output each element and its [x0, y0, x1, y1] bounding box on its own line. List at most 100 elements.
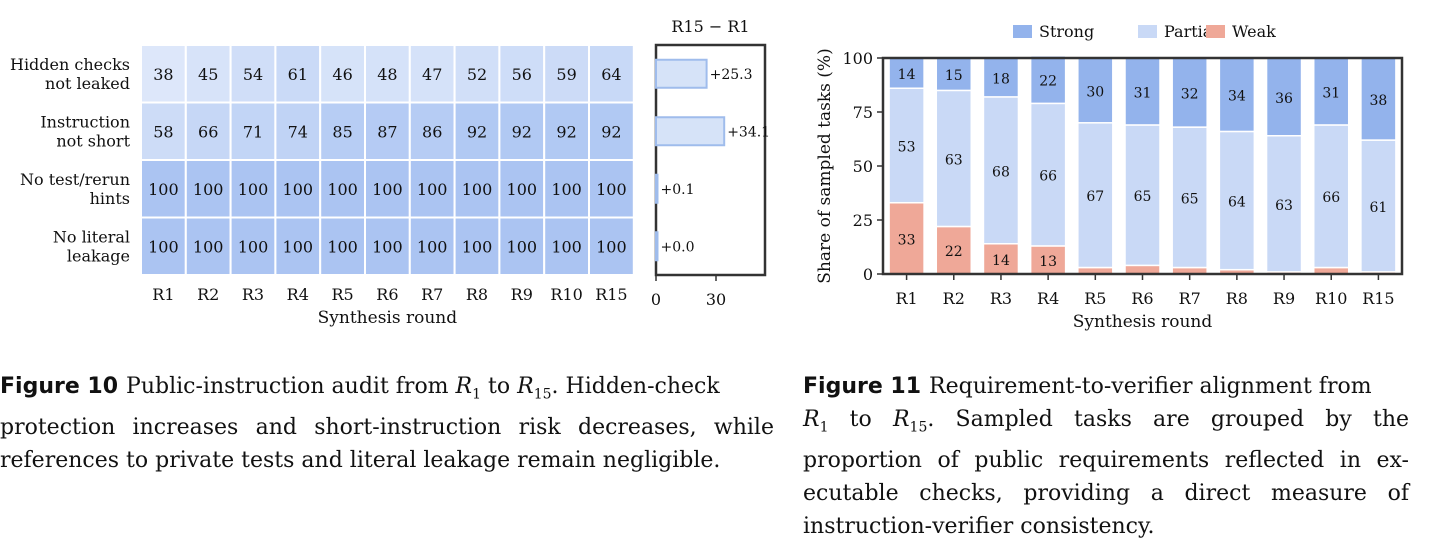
stacked-bar-strong [1171, 57, 1208, 128]
legend-swatch [1206, 25, 1225, 38]
bar-value-label: 66 [1039, 169, 1057, 185]
heatmap-cell-label: 92 [467, 122, 487, 141]
heatmap-cell-label: 100 [462, 237, 493, 256]
heatmap-cell-label: 100 [238, 237, 269, 256]
figure-10-caption: Figure 10 Public-instruction audit from R… [0, 370, 774, 477]
y-tick-label: 50 [853, 157, 873, 176]
heatmap-cell [184, 159, 232, 219]
heatmap-cell [364, 216, 411, 276]
heatmap-column-label: R7 [421, 285, 443, 304]
heatmap-column-label: R15 [595, 285, 627, 304]
heatmap-cell [408, 159, 456, 219]
bar-value-label: 63 [945, 152, 963, 168]
heatmap-cell-label: 74 [288, 122, 308, 141]
heatmap-cell [453, 44, 501, 104]
heatmap-row-label: Instruction [40, 112, 130, 131]
heatmap-column-label: R1 [152, 285, 174, 304]
bar-value-label: 22 [1039, 74, 1057, 90]
heatmap-column-label: R9 [511, 285, 533, 304]
heatmap-cell-label: 100 [193, 180, 224, 199]
delta-bar [655, 58, 708, 89]
delta-bar [655, 116, 726, 147]
heatmap-cell [140, 101, 187, 161]
bar-value-label: 36 [1275, 91, 1293, 107]
stacked-bar-strong [1124, 57, 1161, 126]
heatmap-cell-label: 92 [601, 122, 621, 141]
heatmap-cell-label: 52 [467, 65, 487, 84]
delta-panel-frame [654, 43, 767, 277]
heatmap-cell [453, 101, 501, 161]
caption-line: Requirement-to-verifier alignment from [929, 374, 1372, 399]
bar-value-label: 68 [992, 164, 1010, 180]
bar-value-label: 30 [1086, 84, 1104, 100]
heatmap-row-label: No literal [53, 227, 130, 246]
heatmap-cell [274, 216, 322, 276]
bar-value-label: 53 [898, 139, 916, 155]
stacked-bar-strong [1265, 57, 1303, 137]
caption-line: R1 to R15. Sampled tasks are grouped by … [803, 407, 1410, 436]
heatmap-cell-label: 71 [243, 122, 263, 141]
stacked-bar-partial [982, 96, 1020, 245]
heatmap-cell-label: 64 [601, 65, 621, 84]
heatmap-cell [229, 159, 277, 219]
delta-bar [655, 231, 659, 262]
x-tick-label: R2 [943, 289, 965, 308]
delta-panel-title: R15 − R1 [671, 17, 749, 36]
y-tick-label: 25 [853, 211, 873, 230]
heatmap-row-label: not leaked [45, 74, 130, 93]
heatmap-cell-label: 61 [288, 65, 308, 84]
heatmap-cell [498, 216, 546, 276]
heatmap-column-label: R5 [331, 285, 353, 304]
caption-line: references to private tests and literal … [0, 448, 721, 474]
heatmap-column-label: R6 [376, 285, 398, 304]
heatmap-cell-label: 100 [327, 180, 358, 199]
bar-value-label: 31 [1322, 85, 1340, 101]
x-tick-label: R7 [1179, 289, 1201, 308]
bar-value-label: 38 [1369, 93, 1387, 109]
y-axis-title: Share of sampled tasks (%) [815, 48, 835, 283]
stacked-bar-strong [1218, 57, 1256, 133]
heatmap-cell-label: 58 [153, 122, 173, 141]
x-tick-label: R8 [1226, 289, 1248, 308]
heatmap-cell-label: 87 [377, 122, 397, 141]
heatmap-cell-label: 92 [556, 122, 576, 141]
heatmap-x-axis-title: Synthesis round [318, 308, 458, 328]
heatmap-column-label: R3 [242, 285, 264, 304]
stacked-bar-partial [1077, 122, 1114, 269]
heatmap-cell-label: 100 [507, 180, 538, 199]
bar-value-label: 18 [992, 71, 1010, 87]
caption-line: proportion of public requirements reflec… [803, 448, 1409, 474]
heatmap-cell-label: 100 [148, 180, 179, 199]
heatmap-cell [498, 101, 546, 161]
delta-bar-label: +25.3 [710, 67, 753, 83]
bar-value-label: 67 [1086, 189, 1104, 205]
heatmap-cell-label: 100 [283, 180, 314, 199]
figure-label: Figure 11 [803, 374, 922, 399]
x-tick-label: R9 [1273, 289, 1295, 308]
heatmap-column-label: R2 [197, 285, 219, 304]
heatmap-cell [229, 101, 277, 161]
heatmap-cell-label: 100 [462, 180, 493, 199]
stacked-bar-weak [1124, 264, 1161, 275]
stacked-bar-weak [935, 225, 973, 275]
heatmap-cell-label: 48 [377, 65, 397, 84]
bar-value-label: 65 [1134, 189, 1152, 205]
bar-value-label: 14 [992, 253, 1010, 269]
caption-line: protection increases and short-instructi… [0, 415, 774, 441]
heatmap-cell-label: 85 [332, 122, 352, 141]
legend-label: Weak [1232, 22, 1276, 41]
caption-line: ecutable checks, providing a direct meas… [803, 481, 1409, 507]
heatmap-row-label: not short [56, 131, 130, 150]
heatmap-row-label: hints [90, 189, 130, 208]
heatmap-cell [319, 216, 367, 276]
delta-x-tick-label: 30 [706, 290, 726, 309]
heatmap-row-label: Hidden checks [10, 55, 130, 74]
heatmap-cell-label: 100 [417, 180, 448, 199]
heatmap-cell [319, 159, 367, 219]
heatmap-cell-label: 46 [332, 65, 352, 84]
legend-swatch [1013, 25, 1032, 38]
heatmap-cell-label: 100 [148, 237, 179, 256]
heatmap-cell [184, 101, 232, 161]
stacked-bar-strong [1077, 57, 1114, 124]
